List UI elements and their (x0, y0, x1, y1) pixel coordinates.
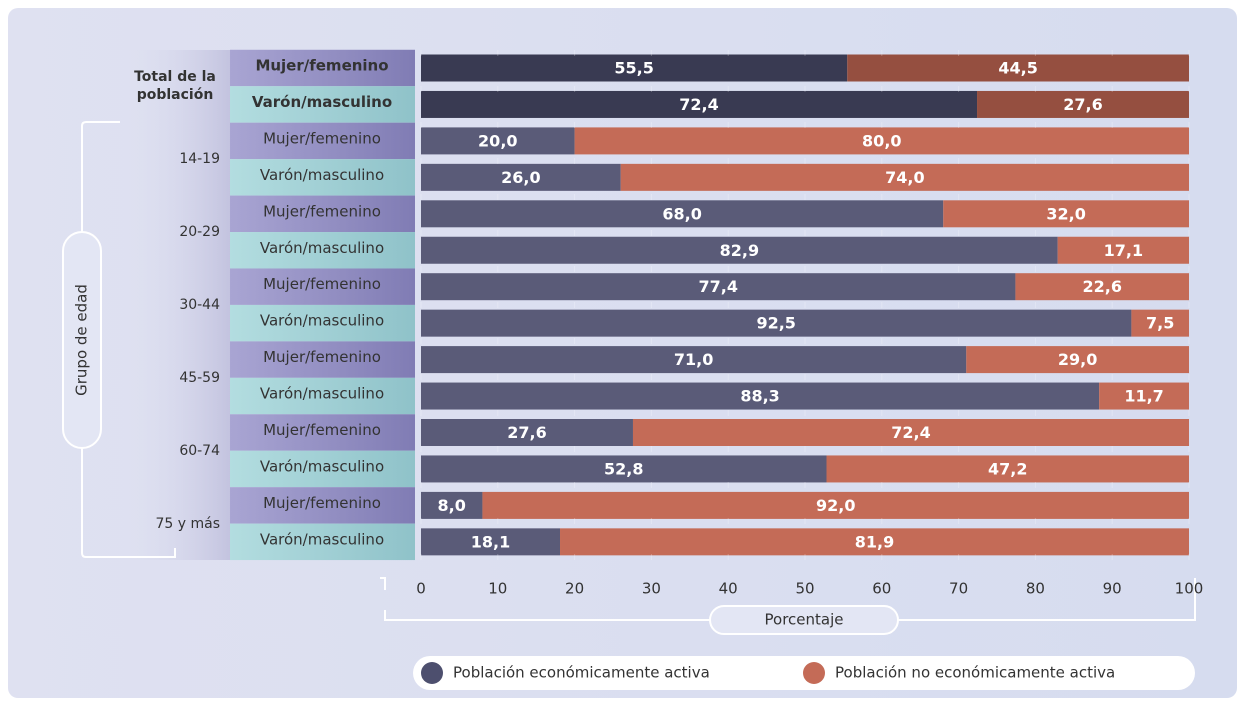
value-label: 74,0 (885, 168, 924, 187)
value-label: 27,6 (507, 423, 546, 442)
x-tick-label: 90 (1103, 580, 1122, 598)
category-label: Varón/masculino (260, 530, 384, 548)
value-label: 80,0 (862, 131, 901, 150)
value-label: 77,4 (698, 277, 737, 296)
category-label: Mujer/femenino (263, 129, 381, 147)
group-label: 75 y más (120, 487, 230, 560)
category-label: Varón/masculino (260, 239, 384, 257)
value-label: 55,5 (614, 59, 653, 78)
legend-swatch (803, 662, 825, 684)
group-label-box: 60-74 (120, 414, 230, 487)
x-tick-label: 20 (565, 580, 584, 598)
category-label: Mujer/femenino (263, 348, 381, 366)
group-label: 45-59 (120, 341, 230, 414)
legend-label: Población no económicamente activa (835, 664, 1115, 682)
value-label: 72,4 (891, 423, 930, 442)
value-label: 88,3 (740, 387, 779, 406)
x-tick-label: 100 (1175, 580, 1204, 598)
group-label: 30-44 (120, 268, 230, 341)
value-label: 8,0 (438, 496, 466, 515)
category-label: Mujer/femenino (263, 202, 381, 220)
x-axis-label: Porcentaje (765, 611, 844, 629)
x-tick-label: 50 (795, 580, 814, 598)
category-label: Mujer/femenino (263, 421, 381, 439)
group-label: 14-19 (120, 123, 230, 196)
value-label: 27,6 (1063, 95, 1102, 114)
value-label: 17,1 (1104, 241, 1143, 260)
value-label: 29,0 (1058, 350, 1097, 369)
category-label: Varón/masculino (252, 93, 392, 111)
group-label: 60-74 (120, 414, 230, 487)
x-tick-label: 60 (872, 580, 891, 598)
value-label: 92,5 (756, 314, 795, 333)
group-label-box: 30-44 (120, 268, 230, 341)
value-label: 7,5 (1146, 314, 1174, 333)
group-label-box: Total de la población (120, 50, 230, 123)
value-label: 26,0 (501, 168, 540, 187)
value-label: 18,1 (471, 532, 510, 551)
value-label: 32,0 (1046, 204, 1085, 223)
category-label: Mujer/femenino (263, 275, 381, 293)
legend-label: Población económicamente activa (453, 664, 710, 682)
x-tick-label: 70 (949, 580, 968, 598)
value-label: 47,2 (988, 459, 1027, 478)
group-label: 20-29 (120, 196, 230, 269)
group-label-box: 45-59 (120, 341, 230, 414)
category-label: Varón/masculino (260, 166, 384, 184)
value-label: 82,9 (720, 241, 759, 260)
group-label: Total de la población (120, 50, 230, 123)
x-tick-label: 30 (642, 580, 661, 598)
value-label: 52,8 (604, 459, 643, 478)
x-tick-label: 10 (488, 580, 507, 598)
legend-swatch (421, 662, 443, 684)
group-label-box: 14-19 (120, 123, 230, 196)
value-label: 11,7 (1124, 387, 1163, 406)
value-label: 92,0 (816, 496, 855, 515)
category-label: Mujer/femenino (255, 57, 388, 75)
x-tick-label: 80 (1026, 580, 1045, 598)
category-label: Varón/masculino (260, 385, 384, 403)
group-label-box: 75 y más (120, 487, 230, 560)
x-tick-label: 0 (416, 580, 426, 598)
chart: Grupo de edad Porcentaje Mujer/femenino V… (0, 0, 1245, 705)
value-label: 44,5 (998, 59, 1037, 78)
value-label: 72,4 (679, 95, 718, 114)
category-label: Varón/masculino (260, 457, 384, 475)
value-label: 22,6 (1082, 277, 1121, 296)
x-tick-label: 40 (719, 580, 738, 598)
value-label: 68,0 (662, 204, 701, 223)
value-label: 81,9 (855, 532, 894, 551)
category-label: Mujer/femenino (263, 494, 381, 512)
group-label-box: 20-29 (120, 196, 230, 269)
category-label: Varón/masculino (260, 312, 384, 330)
value-label: 20,0 (478, 131, 517, 150)
value-label: 71,0 (674, 350, 713, 369)
y-axis-label: Grupo de edad (73, 284, 91, 396)
